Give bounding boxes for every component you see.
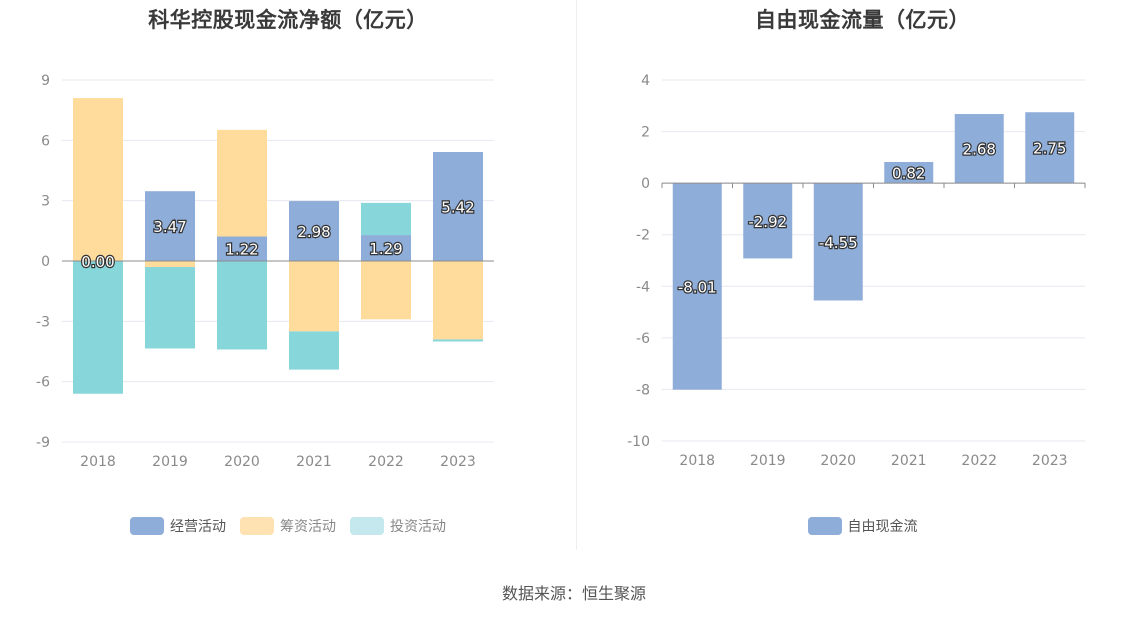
y-tick-label: -3 — [36, 314, 50, 330]
bar — [217, 236, 267, 261]
bar — [813, 183, 863, 301]
data-label: 2.98 — [297, 223, 330, 241]
bar — [884, 161, 934, 184]
legend-label: 自由现金流 — [847, 519, 918, 535]
y-tick-label: -10 — [627, 434, 650, 450]
legend-swatch — [807, 517, 842, 535]
y-tick-label: 0 — [641, 176, 650, 192]
cash-flow-chart-panel: 科华控股现金流净额（亿元） 9 6 3 0 -3 -6 -9 0.00 3.47 1.22 2.98… — [0, 0, 576, 560]
legend-item-free-cash-flow[interactable]: 自由现金流 — [807, 516, 918, 536]
cash-flow-chart: 9 6 3 0 -3 -6 -9 0.00 3.47 1.22 2.98 1.29 5.42 2018 20… — [36, 73, 494, 470]
bar — [361, 261, 411, 320]
y-tick-label: 6 — [41, 133, 50, 149]
x-tick-label: 2019 — [750, 453, 786, 469]
data-label: -8.01 — [678, 278, 717, 296]
chart-title: 自由现金流量（亿元） — [755, 8, 970, 32]
x-tick-label: 2022 — [368, 454, 404, 470]
x-tick-label: 2018 — [679, 453, 715, 469]
bar — [954, 114, 1004, 184]
legend-label: 投资活动 — [390, 519, 446, 535]
bar — [433, 151, 483, 261]
bar — [73, 98, 123, 261]
data-label: 0.82 — [892, 165, 925, 183]
x-tick-label: 2022 — [961, 453, 997, 469]
bar — [672, 183, 722, 390]
bar — [361, 235, 411, 261]
x-tick-label: 2019 — [152, 454, 188, 470]
bar — [433, 339, 483, 342]
x-tick-label: 2023 — [1032, 453, 1068, 469]
bar — [145, 191, 195, 261]
data-label: -4.55 — [819, 234, 858, 252]
y-tick-label: 0 — [41, 254, 50, 270]
bar — [1025, 112, 1075, 184]
x-tick-label: 2021 — [296, 454, 332, 470]
data-label: 3.47 — [153, 218, 186, 236]
legend-label: 经营活动 — [170, 519, 226, 535]
bar — [433, 261, 483, 340]
y-tick-label: -2 — [636, 228, 650, 244]
y-tick-label: 2 — [641, 125, 650, 141]
panel-divider — [576, 0, 577, 550]
bar — [361, 202, 411, 236]
legend-label: 筹资活动 — [280, 519, 336, 535]
data-label: 2.75 — [1033, 140, 1066, 158]
x-tick-label: 2020 — [820, 453, 856, 469]
data-label: 1.29 — [369, 240, 402, 258]
data-label: -2.92 — [748, 213, 787, 231]
y-tick-label: -8 — [636, 382, 650, 398]
x-tick-label: 2020 — [224, 454, 260, 470]
bar — [217, 129, 267, 237]
legend-swatch — [350, 517, 384, 535]
y-tick-label: -6 — [36, 375, 50, 391]
legend-item-operating[interactable]: 经营活动 — [130, 516, 226, 536]
y-tick-label: -4 — [636, 279, 650, 295]
bar — [73, 261, 123, 394]
y-tick-label: -9 — [36, 435, 50, 451]
legend-item-financing[interactable]: 筹资活动 — [240, 516, 336, 536]
bar — [289, 201, 339, 261]
data-label: 5.42 — [441, 198, 474, 216]
data-label: 1.22 — [225, 241, 258, 259]
y-tick-label: -6 — [636, 331, 650, 347]
data-label: 2.68 — [963, 141, 996, 159]
free-cash-flow-chart: 4 2 0 -2 -4 -6 -8 -10 -8.01 -2.92 -4.55 0.82 2.68 2.7… — [627, 73, 1086, 469]
free-cash-flow-chart-panel: 自由现金流量（亿元） 4 2 0 -2 -4 -6 -8 -10 -8.01 -2.92 -4.55… — [577, 0, 1148, 560]
bar — [289, 261, 339, 332]
bar — [145, 267, 195, 349]
chart-legend: 自由现金流 — [577, 516, 1148, 536]
bar — [217, 261, 267, 350]
x-tick-label: 2021 — [891, 453, 927, 469]
bar — [145, 261, 195, 268]
data-label: 0.00 — [81, 253, 114, 271]
bar — [289, 331, 339, 370]
y-tick-label: 9 — [41, 73, 50, 89]
data-source: 数据来源：恒生聚源 — [501, 584, 646, 603]
chart-title: 科华控股现金流净额（亿元） — [148, 8, 428, 32]
legend-item-investing[interactable]: 投资活动 — [350, 516, 446, 536]
y-tick-label: 4 — [641, 73, 650, 89]
legend-swatch — [130, 517, 164, 535]
chart-legend: 经营活动 筹资活动 投资活动 — [0, 516, 576, 536]
y-tick-label: 3 — [41, 194, 50, 210]
legend-swatch — [240, 517, 274, 535]
x-tick-label: 2023 — [440, 454, 476, 470]
bar — [743, 183, 793, 259]
x-tick-label: 2018 — [80, 454, 116, 470]
